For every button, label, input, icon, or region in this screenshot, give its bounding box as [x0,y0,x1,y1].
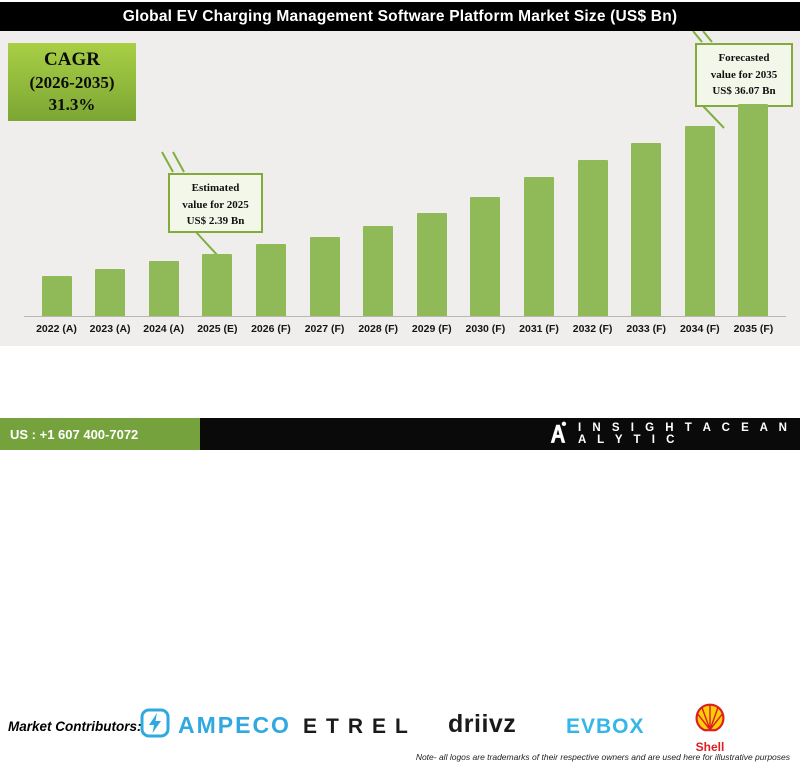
bar-slot: 2030 (F) [459,76,512,335]
forecast-value-callout: Forecasted value for 2035 US$ 36.07 Bn [695,43,793,107]
bar-2027 (F) [309,237,340,316]
estimated-line-1: Estimated [191,182,240,194]
x-axis-label: 2028 (F) [358,323,398,335]
market-contributors-label: Market Contributors: [8,719,142,734]
bar-slot: 2033 (F) [620,76,673,335]
cagr-box: CAGR (2026-2035) 31.3% [8,43,136,121]
bar-2032 (F) [577,160,608,316]
bar-2022 (A) [41,276,72,316]
bar-2029 (F) [416,213,447,316]
driivz-wordmark: driivz [448,710,517,738]
x-axis-label: 2025 (E) [197,323,238,335]
evbox-logo: EVBOX [566,715,645,739]
shell-pecten-icon [692,702,728,741]
bar-slot: 2035 (F) [727,76,780,335]
insight-ace-wordmark: I N S I G H T A C E A N A L Y T I C [578,422,791,446]
estimated-value-callout: Estimated value for 2025 US$ 2.39 Bn [168,173,263,233]
bar-slot: 2031 (F) [512,76,565,335]
bar-2035 (F) [738,104,769,316]
x-axis-label: 2026 (F) [251,323,291,335]
forecast-line-3: US$ 36.07 Bn [712,85,776,97]
ampeco-bolt-icon [140,708,170,743]
bar-chart: 2022 (A) 2023 (A) 2024 (A) 2025 (E) 2026 (F)… [30,76,780,335]
bar-slot: 2023 (A) [84,76,137,335]
bar-slot: 2032 (F) [566,76,619,335]
bar-2033 (F) [631,143,662,316]
cagr-period: (2026-2035) [29,73,115,93]
bar-2034 (F) [684,126,715,316]
etrel-logo: ETREL [303,715,417,739]
chart-area: CAGR (2026-2035) 31.3% Estimated value f… [0,31,800,346]
forecast-line-1: Forecasted [718,52,770,64]
bar-2028 (F) [363,226,394,316]
estimated-line-2: value for 2025 [182,198,249,211]
footer: US : +1 607 400-7072 I N S I G H T A C E… [0,418,800,450]
bar-2025 (E) [202,254,233,316]
ampeco-wordmark: AMPECO [178,712,291,738]
driivz-logo: driivz [448,710,516,739]
x-axis-label: 2033 (F) [626,323,667,335]
x-axis-label: 2027 (F) [304,323,345,335]
insight-ace-logo-icon [548,421,568,448]
x-axis-label: 2032 (F) [572,323,613,335]
x-axis-label: 2035 (F) [733,323,774,335]
bar-slot: 2034 (F) [673,76,726,335]
insight-ace-brand: I N S I G H T A C E A N A L Y T I C [548,418,800,450]
x-axis-label: 2031 (F) [519,323,559,335]
bar-2030 (F) [470,197,501,316]
estimated-line-3: US$ 2.39 Bn [186,215,245,227]
x-axis-label: 2022 (A) [36,323,77,335]
page-title: Global EV Charging Management Software P… [0,2,800,31]
x-axis-label: 2030 (F) [465,323,506,335]
bar-slot: 2026 (F) [244,76,297,335]
bar-slot: 2028 (F) [352,76,405,335]
cagr-value: 31.3% [48,95,96,115]
bar-slot: 2029 (F) [405,76,458,335]
x-axis-label: 2023 (A) [89,323,131,335]
x-axis-label: 2034 (F) [679,323,720,335]
trademark-note: Note- all logos are trademarks of their … [415,752,790,762]
phone-number: US : +1 607 400-7072 [0,418,200,450]
x-axis-label: 2024 (A) [143,323,185,335]
bar-2026 (F) [255,244,286,316]
bar-2023 (A) [95,269,126,316]
x-axis-label: 2029 (F) [411,323,452,335]
cagr-label: CAGR [44,48,100,70]
bar-2024 (A) [148,261,179,316]
bar-slot: 2027 (F) [298,76,351,335]
ampeco-logo: AMPECO [140,708,291,743]
bar-2031 (F) [523,177,554,316]
bar-slot: 2024 (A) [137,76,190,335]
shell-logo: Shell [692,702,728,753]
x-axis-line [24,316,786,317]
contributors-strip: Market Contributors: AMPECO ETREL driivz… [0,346,800,762]
forecast-line-2: value for 2035 [710,68,778,81]
etrel-wordmark: ETREL [303,715,417,738]
bar-slot: 2022 (A) [30,76,83,335]
bar-slot: 2025 (E) [191,76,244,335]
evbox-wordmark: EVBOX [566,715,645,738]
